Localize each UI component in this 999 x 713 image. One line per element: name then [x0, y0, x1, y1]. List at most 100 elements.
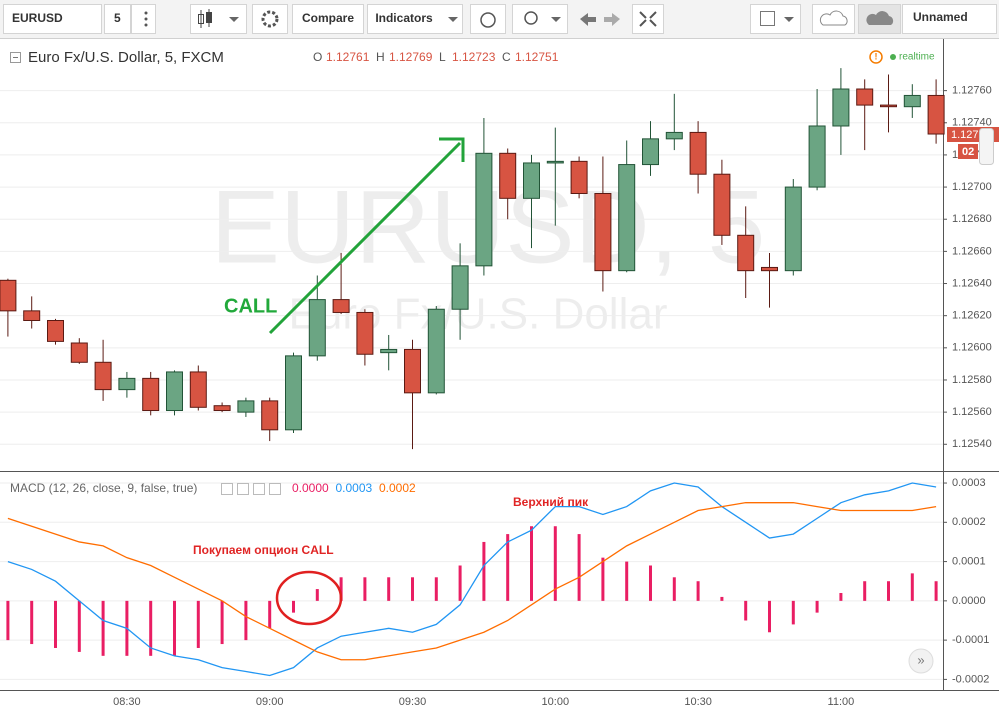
histogram-bar	[934, 581, 938, 601]
interval-box[interactable]	[104, 4, 131, 34]
load-button[interactable]	[812, 4, 855, 34]
candle-body	[380, 348, 398, 354]
histogram-bar	[268, 600, 272, 629]
histogram-bar	[196, 600, 200, 648]
marks	[0, 68, 945, 677]
legend-key: H	[376, 50, 385, 64]
histogram-bar	[649, 565, 652, 601]
legend-key: C	[502, 50, 511, 64]
candle-body	[475, 152, 493, 267]
histogram-bar	[720, 596, 724, 601]
macd-legend-value: 0.0000	[292, 481, 329, 495]
legend-value: 1.12769	[389, 50, 433, 64]
histogram-bar	[149, 600, 153, 656]
dropdown-arrow	[784, 17, 794, 22]
layout-button[interactable]	[750, 4, 801, 34]
macd-legend-value: 0.0003	[336, 481, 373, 495]
macd-line	[7, 502, 937, 661]
histogram-bar	[411, 577, 414, 601]
histogram-bar	[220, 600, 224, 645]
candle-body	[356, 311, 374, 355]
histogram-bar	[791, 600, 795, 625]
bulb-icon	[524, 11, 538, 25]
histogram-bar	[887, 581, 890, 601]
candle-body	[118, 377, 136, 391]
layout-name-box[interactable]	[902, 4, 997, 34]
compare-label[interactable]: Compare	[302, 11, 354, 25]
y-tick-label: 1.12620	[952, 310, 992, 322]
histogram-bar	[577, 534, 581, 601]
histogram-bar	[506, 534, 510, 601]
warning-icon[interactable]	[869, 50, 883, 64]
histogram-bar	[292, 600, 295, 613]
candle-body	[784, 186, 802, 272]
candle-body	[618, 164, 636, 272]
histogram-bar	[363, 577, 367, 601]
candle-body	[689, 131, 707, 175]
bulb-button[interactable]	[512, 4, 568, 34]
scroll-button[interactable]	[908, 648, 934, 674]
dropdown-arrow	[229, 17, 239, 22]
histogram-bar	[54, 600, 57, 648]
interval-menu[interactable]	[131, 4, 156, 34]
call-arrowhead	[439, 137, 465, 162]
histogram-bar	[482, 541, 486, 601]
interval[interactable]: 5	[114, 11, 121, 25]
candle-body	[427, 308, 445, 394]
candle-icon	[198, 9, 212, 28]
square-icon	[760, 11, 775, 26]
histogram-bar	[458, 565, 462, 601]
histogram-bar	[6, 600, 10, 641]
y-tick-label: 1.12680	[952, 213, 992, 225]
histogram-bar	[863, 581, 867, 601]
macd-title: MACD (12, 26, close, 9, false, true)	[10, 481, 197, 495]
symbol-box[interactable]	[3, 4, 102, 34]
macd-pane-icons	[221, 483, 281, 495]
cloud-up-icon	[866, 11, 894, 25]
histogram-bar	[30, 600, 34, 645]
price-tag-label: 1.127	[951, 129, 979, 141]
x-tick-label: 10:00	[542, 696, 570, 708]
candle-body	[499, 152, 517, 199]
candle-body	[213, 405, 231, 412]
candle-body	[832, 88, 850, 127]
legend-key: L	[439, 50, 446, 64]
candle-body	[285, 355, 302, 431]
compare-button[interactable]	[292, 4, 364, 34]
candle-body	[880, 104, 897, 108]
candle-body	[808, 125, 826, 188]
histogram-bar	[910, 573, 914, 601]
countdown-tag	[958, 144, 978, 159]
y-tick-label: -0.0001	[952, 634, 989, 646]
indicators-label[interactable]: Indicators	[375, 11, 433, 25]
candle-body	[546, 160, 564, 164]
histogram-bar	[839, 592, 843, 601]
histogram-bar	[601, 557, 605, 601]
settings[interactable]	[252, 4, 288, 34]
histogram-bar	[339, 577, 343, 601]
y-tick-label: 1.12660	[952, 245, 992, 257]
x-tick-label: 10:30	[684, 696, 712, 708]
layout-name[interactable]: Unnamed	[913, 10, 968, 24]
alert-button[interactable]	[470, 4, 506, 34]
histogram-bar	[530, 526, 533, 601]
histogram-bar	[387, 577, 391, 601]
indicators-button[interactable]	[367, 4, 463, 34]
undo-icon[interactable]	[580, 13, 596, 26]
candle-body	[761, 266, 778, 272]
scale-handle[interactable]	[979, 128, 994, 165]
chart-style[interactable]	[190, 4, 247, 34]
fullscreen-button[interactable]	[632, 4, 664, 34]
y-tick-label: 1.12700	[952, 181, 992, 193]
dropdown-arrow	[448, 17, 458, 22]
candle-body	[0, 279, 17, 312]
candle-body	[856, 88, 874, 106]
legend-value: 1.12761	[326, 50, 370, 64]
redo-icon[interactable]	[604, 13, 620, 26]
y-tick-label: 0.0003	[952, 477, 986, 489]
y-tick-label: 1.12740	[952, 117, 992, 129]
dropdown-arrow	[551, 17, 561, 22]
call-arrow	[268, 141, 462, 335]
symbol[interactable]: EURUSD	[12, 11, 63, 25]
